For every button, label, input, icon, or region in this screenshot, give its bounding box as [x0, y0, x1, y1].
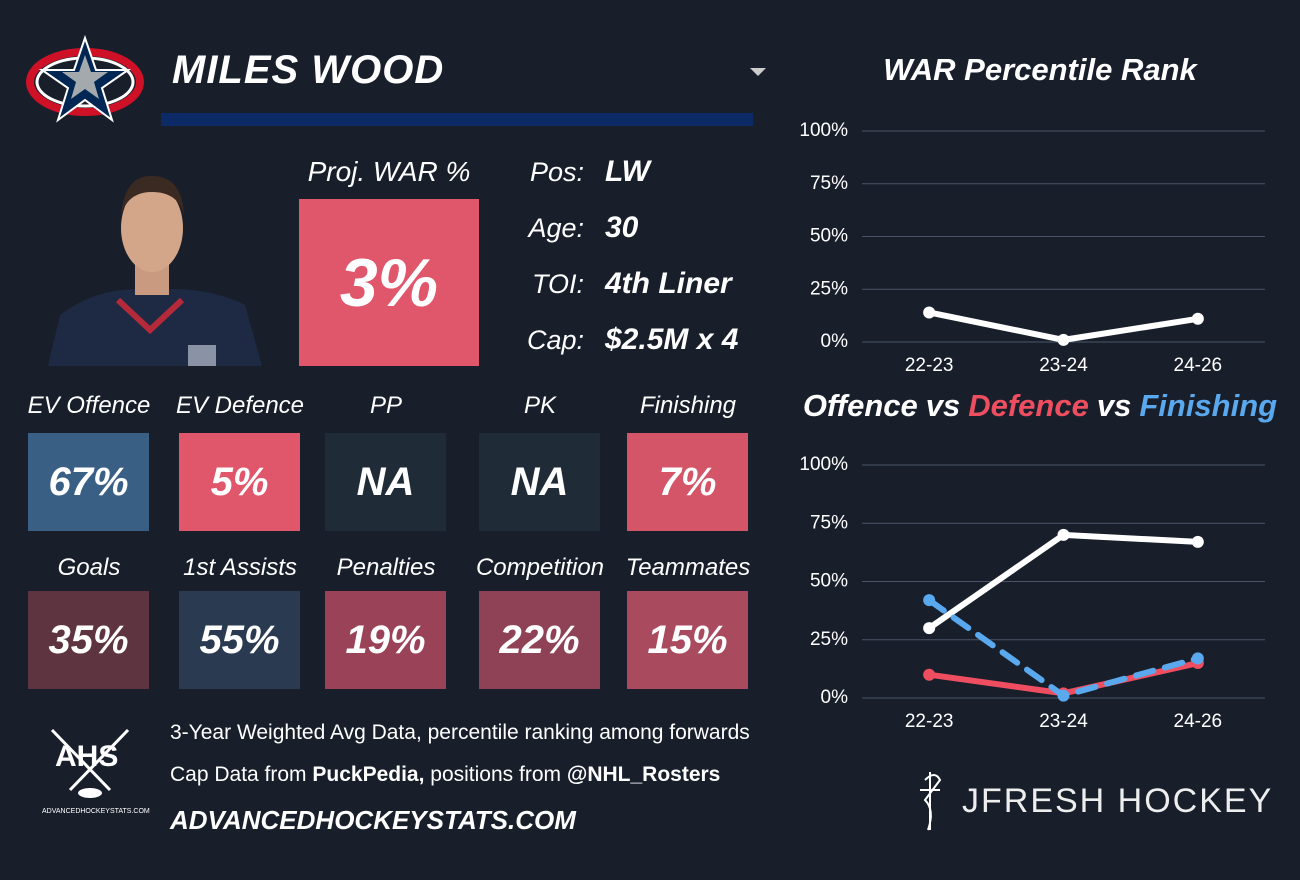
- point: [923, 622, 936, 635]
- info-label: Cap:: [526, 325, 584, 355]
- info-label: TOI:: [531, 269, 584, 299]
- legend-entry: Finishing: [1139, 388, 1277, 423]
- tile-value: 22%: [479, 591, 600, 689]
- point: [1191, 652, 1204, 665]
- info-value: 4th Liner: [605, 267, 732, 300]
- y-tick-label: 25%: [810, 278, 848, 299]
- tile-label: Penalties: [336, 554, 436, 581]
- tile-label: EV Offence: [27, 392, 151, 419]
- tile-label: Finishing: [639, 392, 737, 419]
- tile-label: Goals: [57, 554, 121, 581]
- y-tick-label: 100%: [799, 120, 848, 141]
- text: positions from: [424, 763, 567, 786]
- tile-label: PP: [369, 392, 402, 419]
- tile-value: NA: [479, 433, 600, 531]
- proj-label: Proj. WAR %: [307, 156, 471, 187]
- point: [1191, 535, 1204, 548]
- tile-value: 67%: [28, 433, 149, 531]
- player-name[interactable]: MILES WOOD: [172, 48, 445, 92]
- x-tick-label: 22-23: [905, 355, 954, 376]
- chart-legend: Offence vs Defence vs Finishing: [803, 388, 1277, 423]
- chart-title: WAR Percentile Rank: [883, 52, 1198, 87]
- dropdown-arrow[interactable]: [750, 68, 766, 76]
- footer-credits: Cap Data from PuckPedia, positions from …: [170, 763, 720, 787]
- info-value: $2.5M x 4: [605, 323, 739, 356]
- brand: JFRESH HOCKEY: [962, 782, 1274, 820]
- point: [923, 668, 936, 681]
- point: [1057, 528, 1070, 541]
- ahs-small: ADVANCEDHOCKEYSTATS.COM: [42, 808, 150, 815]
- legend-separator: vs: [926, 388, 960, 423]
- tile-value: NA: [325, 433, 446, 531]
- ahs-logo: [50, 728, 130, 798]
- point: [1057, 689, 1070, 702]
- legend-separator: vs: [1097, 388, 1131, 423]
- proj-value: 3%: [299, 199, 479, 366]
- point: [923, 594, 936, 607]
- y-tick-label: 50%: [810, 226, 848, 247]
- tile-value: 19%: [325, 591, 446, 689]
- tile-value: 7%: [627, 433, 748, 531]
- tile-label: PK: [523, 392, 556, 419]
- source: @NHL_Rosters: [566, 763, 721, 786]
- team-logo: [26, 34, 144, 123]
- tile-value: 35%: [28, 591, 149, 689]
- ahs-text: AHS: [55, 740, 119, 773]
- tile-label: 1st Assists: [183, 554, 297, 581]
- x-tick-label: 24-26: [1174, 711, 1223, 732]
- info-label: Age:: [528, 213, 584, 243]
- info-label: Pos:: [529, 157, 584, 187]
- info-value: LW: [605, 155, 650, 188]
- name-underline: [161, 113, 753, 126]
- y-tick-label: 50%: [810, 571, 848, 592]
- legend-entry: Offence: [803, 388, 918, 423]
- y-tick-label: 0%: [821, 331, 849, 352]
- tile-value: 5%: [179, 433, 300, 531]
- text: Cap Data from: [170, 763, 313, 786]
- tile-label: Teammates: [625, 554, 751, 581]
- info-value: 30: [605, 211, 639, 244]
- player-photo: [48, 175, 262, 366]
- tile-label: EV Defence: [175, 392, 305, 419]
- source: PuckPedia,: [312, 763, 425, 786]
- tile-label: Competition: [475, 554, 605, 581]
- x-tick-label: 24-26: [1174, 355, 1223, 376]
- y-tick-label: 100%: [799, 454, 848, 475]
- y-tick-label: 75%: [810, 512, 848, 533]
- legend-entry: Defence: [968, 388, 1089, 423]
- footer-note: 3-Year Weighted Avg Data, percentile ran…: [170, 721, 750, 744]
- y-tick-label: 75%: [810, 173, 848, 194]
- point: [1057, 333, 1070, 346]
- tile-value: 55%: [179, 591, 300, 689]
- x-tick-label: 22-23: [905, 711, 954, 732]
- jfresh-logo: [920, 772, 942, 831]
- y-tick-label: 0%: [821, 687, 849, 708]
- site[interactable]: ADVANCEDHOCKEYSTATS.COM: [170, 805, 576, 835]
- tile-value: 15%: [627, 591, 748, 689]
- point: [923, 306, 936, 319]
- point: [1191, 312, 1204, 325]
- y-tick-label: 25%: [810, 629, 848, 650]
- x-tick-label: 23-24: [1039, 355, 1088, 376]
- x-tick-label: 23-24: [1039, 711, 1088, 732]
